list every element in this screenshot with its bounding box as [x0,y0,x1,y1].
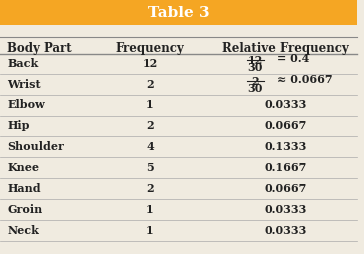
Text: 0.0333: 0.0333 [265,203,307,214]
Text: Frequency: Frequency [116,42,184,55]
Text: Table 3: Table 3 [148,6,209,20]
Text: 2: 2 [146,182,154,193]
Text: Back: Back [7,57,38,68]
Text: 12: 12 [248,55,263,66]
Text: Wrist: Wrist [7,78,41,89]
Text: 12: 12 [142,57,158,68]
Text: Shoulder: Shoulder [7,141,64,152]
Text: 2: 2 [252,75,259,86]
Text: Groin: Groin [7,203,42,214]
Text: 30: 30 [248,83,263,93]
Text: Hand: Hand [7,182,41,193]
Text: 30: 30 [248,62,263,73]
Text: Knee: Knee [7,162,39,172]
Text: 0.0667: 0.0667 [265,182,307,193]
Text: 2: 2 [146,78,154,89]
Text: 0.0333: 0.0333 [265,224,307,235]
Text: 0.1333: 0.1333 [265,141,307,152]
Text: Elbow: Elbow [7,99,45,110]
Text: 1: 1 [146,224,154,235]
Text: 5: 5 [146,162,154,172]
Text: = 0.4: = 0.4 [277,53,309,64]
Text: Relative Frequency: Relative Frequency [222,42,349,55]
Text: 1: 1 [146,99,154,110]
Text: Body Part: Body Part [7,42,72,55]
FancyBboxPatch shape [0,0,357,25]
Text: 0.1667: 0.1667 [265,162,307,172]
Text: Hip: Hip [7,120,29,131]
Text: Neck: Neck [7,224,39,235]
Text: 4: 4 [146,141,154,152]
Text: 1: 1 [146,203,154,214]
Text: 0.0333: 0.0333 [265,99,307,110]
Text: 0.0667: 0.0667 [265,120,307,131]
Text: 2: 2 [146,120,154,131]
Text: ≈ 0.0667: ≈ 0.0667 [277,74,332,85]
